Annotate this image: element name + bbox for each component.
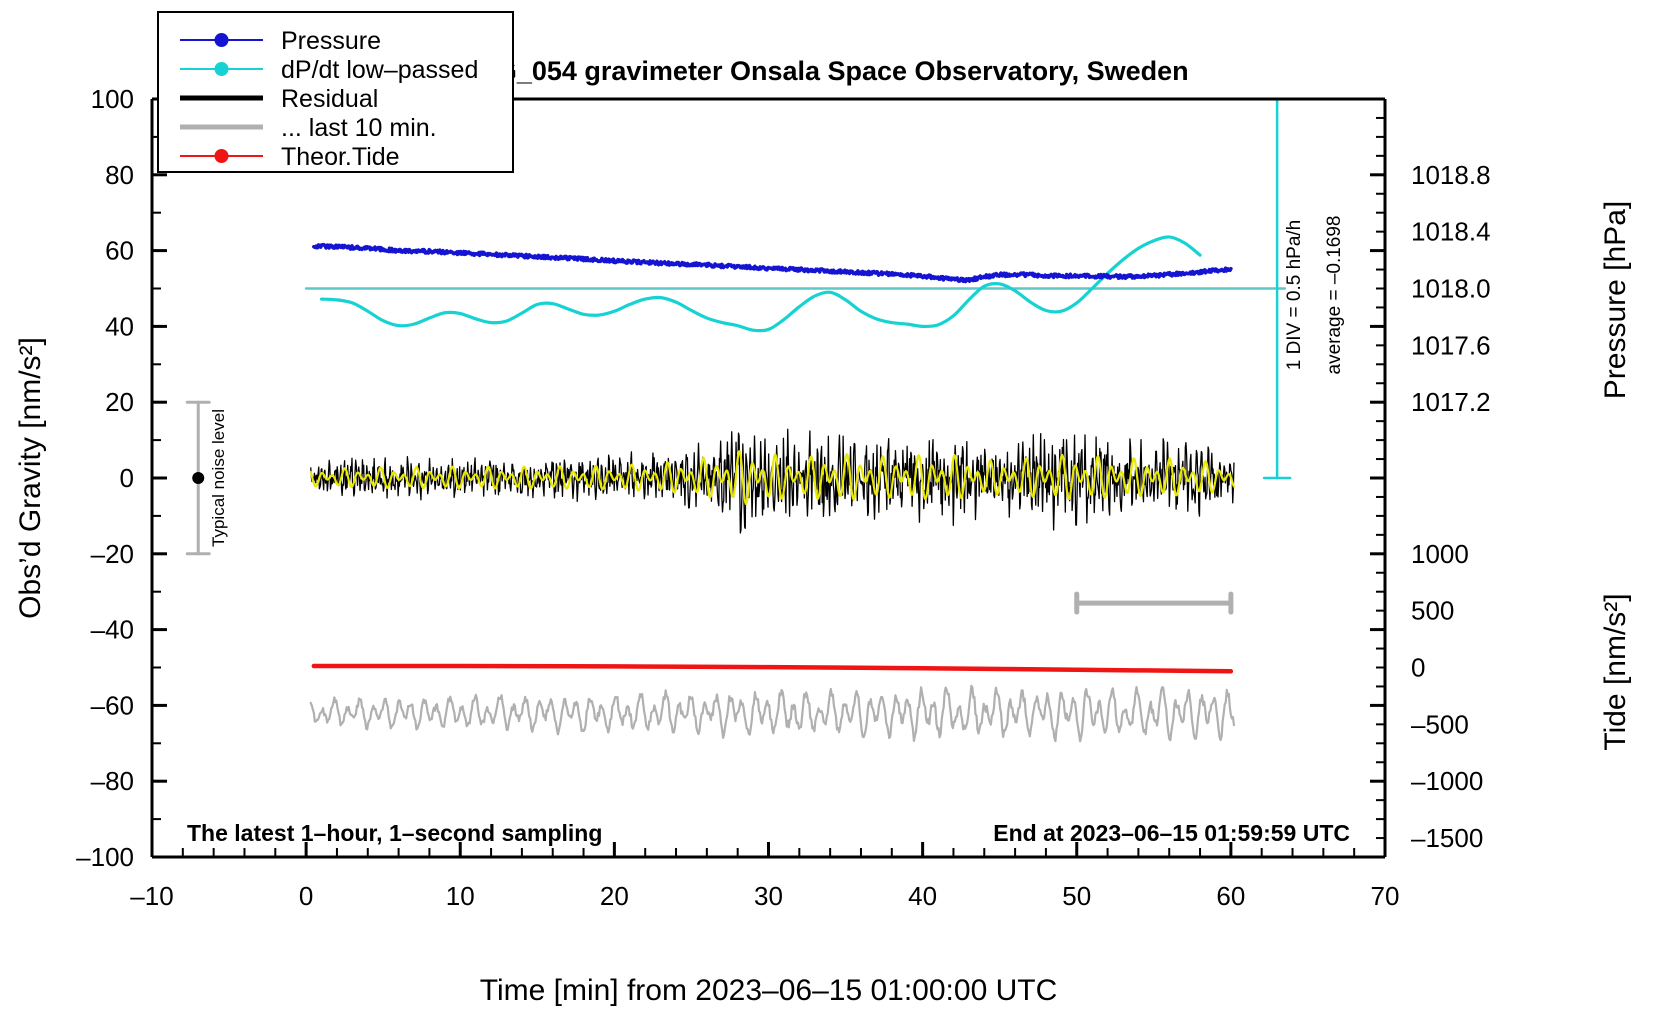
y-axis-right-tide-title: Tide [nm/s²] bbox=[1599, 593, 1632, 750]
footer-left-label: The latest 1–hour, 1–second sampling bbox=[187, 820, 602, 846]
tide-tick-label: –500 bbox=[1411, 709, 1469, 739]
legend-marker-0 bbox=[214, 33, 229, 47]
x-tick-label: 40 bbox=[908, 881, 937, 911]
y-tick-label: –80 bbox=[91, 766, 134, 796]
y-tick-label: –60 bbox=[91, 690, 134, 720]
legend-marker-1 bbox=[214, 62, 229, 76]
legend-label-0[interactable]: Pressure bbox=[281, 27, 381, 55]
pressure-tick-label: 1017.6 bbox=[1411, 330, 1491, 360]
y-tick-label: 60 bbox=[105, 236, 134, 266]
x-tick-label: 20 bbox=[600, 881, 629, 911]
legend-marker-4 bbox=[214, 149, 229, 163]
residual-lowpass-trace bbox=[309, 450, 1236, 505]
x-tick-label: 30 bbox=[754, 881, 783, 911]
pressure-tick-label: 1018.8 bbox=[1411, 160, 1491, 190]
legend-label-2[interactable]: Residual bbox=[281, 85, 378, 113]
x-tick-label: 10 bbox=[446, 881, 475, 911]
tide-tick-label: 500 bbox=[1411, 596, 1454, 626]
pressure-tick-label: 1018.4 bbox=[1411, 217, 1491, 247]
average-label: average = –0.1698 bbox=[1324, 216, 1345, 375]
legend-label-3[interactable]: ... last 10 min. bbox=[281, 114, 437, 142]
x-axis-title: Time [min] from 2023–06–15 01:00:00 UTC bbox=[480, 974, 1058, 1007]
legend-label-1[interactable]: dP/dt low–passed bbox=[281, 56, 478, 84]
x-tick-label: 60 bbox=[1216, 881, 1245, 911]
theor-tide-trace bbox=[311, 663, 1234, 674]
x-tick-label: 70 bbox=[1371, 881, 1400, 911]
footer-right-label: End at 2023–06–15 01:59:59 UTC bbox=[993, 820, 1350, 846]
y-tick-label: 0 bbox=[120, 463, 134, 493]
tide-tick-label: 0 bbox=[1411, 653, 1425, 683]
y-tick-label: 100 bbox=[91, 84, 134, 114]
typical-noise-level-label: Typical noise level bbox=[209, 409, 228, 547]
y-tick-label: –20 bbox=[91, 539, 134, 569]
tide-tick-label: –1500 bbox=[1411, 823, 1483, 853]
legend-label-4[interactable]: Theor.Tide bbox=[281, 143, 400, 171]
pressure-tick-label: 1018.0 bbox=[1411, 274, 1491, 304]
x-tick-label: 0 bbox=[299, 881, 313, 911]
y-tick-label: 80 bbox=[105, 160, 134, 190]
pressure-trace bbox=[312, 242, 1233, 284]
last-10-min-trace bbox=[309, 684, 1236, 743]
chart-title: SCG_054 gravimeter Onsala Space Observat… bbox=[458, 56, 1188, 86]
y-axis-right-pressure-title: Pressure [hPa] bbox=[1599, 201, 1632, 399]
y-tick-label: 40 bbox=[105, 311, 134, 341]
tide-tick-label: 1000 bbox=[1411, 539, 1469, 569]
y-tick-label: –100 bbox=[76, 842, 134, 872]
y-axis-left-title: Obs’d Gravity [nm/s²] bbox=[14, 337, 47, 619]
dpdt-lowpass-trace bbox=[319, 235, 1202, 333]
x-tick-label: 50 bbox=[1062, 881, 1091, 911]
y-tick-label: 20 bbox=[105, 387, 134, 417]
tide-tick-label: –1000 bbox=[1411, 766, 1483, 796]
x-tick-label: –10 bbox=[130, 881, 173, 911]
div-scale-label: 1 DIV = 0.5 hPa/h bbox=[1284, 220, 1305, 371]
y-tick-label: –40 bbox=[91, 615, 134, 645]
noise-bar-dot bbox=[192, 472, 205, 484]
pressure-tick-label: 1017.2 bbox=[1411, 387, 1491, 417]
